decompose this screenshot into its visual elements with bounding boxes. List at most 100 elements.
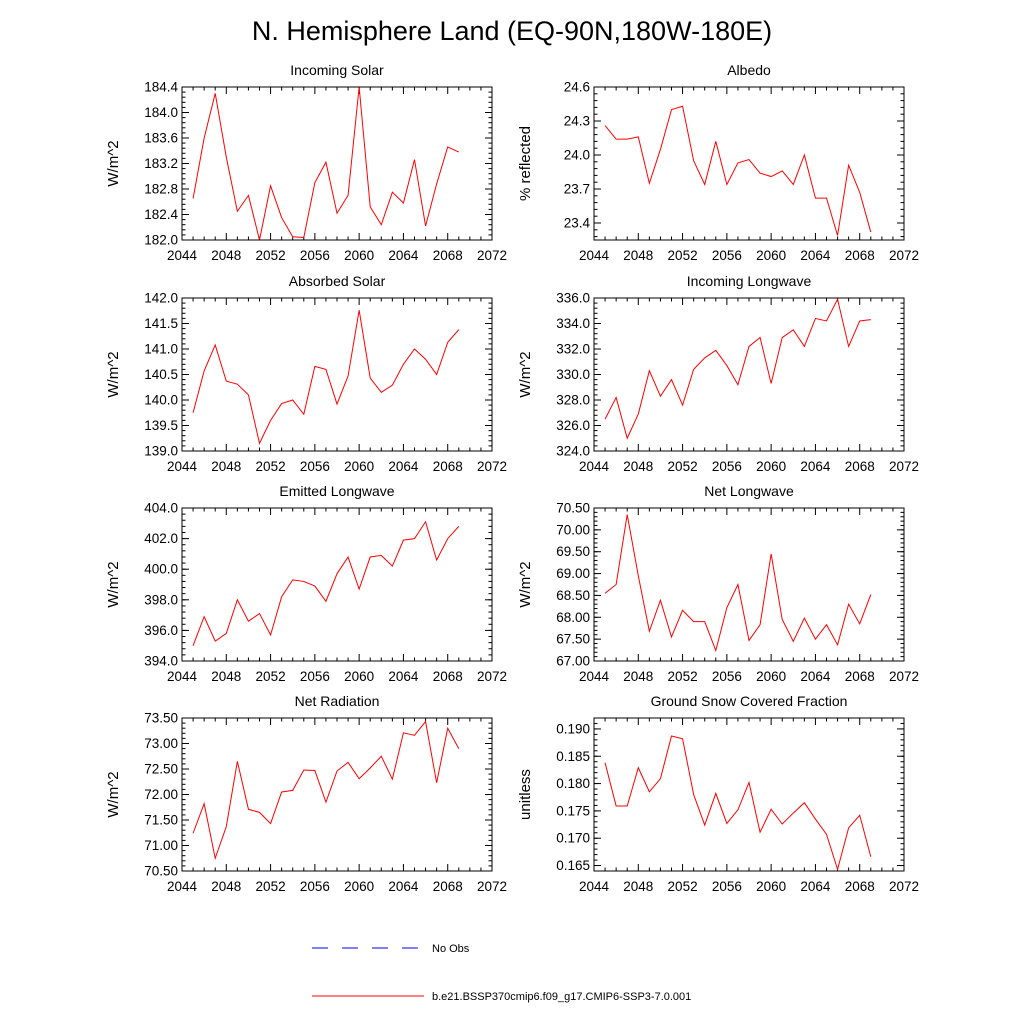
panel-incoming-solar: Incoming Solar W/m^2 2044 2048 2052 2056 2060 2… (105, 62, 507, 263)
albedo-ylabel: % reflected (517, 126, 534, 201)
net-longwave-xtick-label: 2064 (800, 669, 831, 684)
ground-snow-covered-fraction-title: Ground Snow Covered Fraction (651, 693, 848, 709)
emitted-longwave-series-line (192, 520, 460, 646)
net-longwave-plot-frame (593, 507, 905, 662)
incoming-longwave-plot-frame (593, 297, 905, 452)
emitted-longwave-plot-frame (181, 507, 493, 662)
incoming-solar-xtick-label: 2068 (433, 248, 463, 263)
net-longwave-xtick-label: 2072 (889, 669, 919, 684)
absorbed-solar-ytick-label: 140.5 (144, 367, 178, 382)
emitted-longwave-xtick-label: 2060 (344, 669, 374, 684)
ground-snow-covered-fraction-ytick-label: 0.165 (556, 858, 590, 873)
incoming-solar-xtick-label: 2064 (388, 248, 419, 263)
absorbed-solar-xtick-label: 2056 (300, 459, 330, 474)
net-longwave-xtick-label: 2044 (579, 669, 610, 684)
net-radiation-xtick-label: 2044 (167, 879, 198, 894)
albedo-series-line (604, 105, 872, 236)
net-radiation-title: Net Radiation (295, 693, 380, 709)
incoming-solar-plot-frame (181, 86, 493, 241)
incoming-solar-ytick-label: 182.4 (144, 207, 178, 222)
ground-snow-covered-fraction-ytick-label: 0.190 (556, 721, 590, 736)
albedo-plot-frame (593, 86, 905, 241)
emitted-longwave-xtick-label: 2068 (433, 669, 463, 684)
incoming-longwave-xtick-label: 2052 (668, 459, 698, 474)
albedo-xtick-label: 2052 (668, 248, 698, 263)
net-longwave-series-line (604, 514, 872, 653)
incoming-longwave-ytick-label: 332.0 (556, 342, 590, 357)
net-radiation-ytick-label: 71.00 (144, 838, 178, 853)
net-radiation-series-line (192, 720, 460, 861)
absorbed-solar-xtick-label: 2072 (477, 459, 507, 474)
ground-snow-covered-fraction-xtick-label: 2064 (800, 879, 831, 894)
albedo-xtick-label: 2064 (800, 248, 831, 263)
panel-net-longwave: Net Longwave W/m^2 2044 2048 2052 2056 2060 206… (517, 483, 919, 684)
emitted-longwave-xtick-label: 2052 (256, 669, 286, 684)
incoming-solar-xtick-label: 2044 (167, 248, 198, 263)
emitted-longwave-title: Emitted Longwave (279, 483, 394, 499)
panel-emitted-longwave: Emitted Longwave W/m^2 2044 2048 2052 2056 206… (105, 483, 507, 684)
albedo-ytick-label: 23.4 (564, 216, 591, 231)
ground-snow-covered-fraction-ytick-label: 0.170 (556, 831, 590, 846)
absorbed-solar-ytick-label: 139.0 (144, 444, 178, 459)
absorbed-solar-ytick-label: 141.5 (144, 316, 178, 331)
figure-title: N. Hemisphere Land (EQ-90N,180W-180E) (252, 16, 772, 46)
net-radiation-ytick-label: 72.00 (144, 787, 178, 802)
albedo-ytick-label: 24.6 (564, 80, 590, 95)
panel-albedo: Albedo % reflected 2044 2048 2052 2056 2060 206… (517, 62, 919, 263)
incoming-longwave-ylabel: W/m^2 (517, 351, 534, 397)
emitted-longwave-xtick-label: 2072 (477, 669, 507, 684)
incoming-solar-ylabel: W/m^2 (105, 140, 122, 186)
incoming-solar-ytick-label: 183.6 (144, 131, 178, 146)
incoming-longwave-ytick-label: 330.0 (556, 367, 590, 382)
net-longwave-ytick-label: 68.50 (556, 588, 590, 603)
net-longwave-xtick-label: 2068 (845, 669, 875, 684)
ground-snow-covered-fraction-ylabel: unitless (517, 769, 534, 820)
absorbed-solar-xtick-label: 2060 (344, 459, 374, 474)
incoming-solar-ytick-label: 182.8 (144, 182, 178, 197)
emitted-longwave-ytick-label: 398.0 (144, 592, 178, 607)
net-longwave-ytick-label: 70.50 (556, 501, 590, 516)
absorbed-solar-xtick-label: 2068 (433, 459, 463, 474)
incoming-longwave-xtick-label: 2064 (800, 459, 831, 474)
ground-snow-covered-fraction-xtick-label: 2044 (579, 879, 610, 894)
albedo-title: Albedo (727, 62, 771, 78)
ground-snow-covered-fraction-xtick-label: 2072 (889, 879, 919, 894)
absorbed-solar-ytick-label: 142.0 (144, 291, 178, 306)
emitted-longwave-xtick-label: 2044 (167, 669, 198, 684)
emitted-longwave-xtick-label: 2048 (211, 669, 241, 684)
ground-snow-covered-fraction-ytick-label: 0.180 (556, 776, 590, 791)
albedo-xtick-label: 2068 (845, 248, 875, 263)
incoming-solar-xtick-label: 2060 (344, 248, 374, 263)
panel-ground-snow-covered-fraction: Ground Snow Covered Fraction unitless 2044… (517, 693, 919, 894)
incoming-longwave-xtick-label: 2048 (623, 459, 653, 474)
net-radiation-ylabel: W/m^2 (105, 771, 122, 817)
ground-snow-covered-fraction-series-line (604, 735, 872, 872)
albedo-ytick-label: 23.7 (564, 182, 590, 197)
absorbed-solar-ytick-label: 139.5 (144, 418, 178, 433)
albedo-xtick-label: 2060 (756, 248, 786, 263)
net-radiation-ytick-label: 73.00 (144, 736, 178, 751)
absorbed-solar-ytick-label: 140.0 (144, 393, 178, 408)
net-longwave-xtick-label: 2048 (623, 669, 653, 684)
incoming-longwave-series-line (604, 297, 871, 440)
net-longwave-xtick-label: 2060 (756, 669, 786, 684)
incoming-longwave-xtick-label: 2068 (845, 459, 875, 474)
incoming-longwave-ytick-label: 336.0 (556, 291, 590, 306)
net-radiation-xtick-label: 2052 (256, 879, 286, 894)
incoming-solar-title: Incoming Solar (290, 62, 384, 78)
ground-snow-covered-fraction-ytick-label: 0.185 (556, 749, 590, 764)
ground-snow-covered-fraction-xtick-label: 2052 (668, 879, 698, 894)
legend-no-obs-label: No Obs (432, 943, 470, 955)
albedo-xtick-label: 2044 (579, 248, 610, 263)
incoming-longwave-ytick-label: 324.0 (556, 444, 590, 459)
absorbed-solar-ylabel: W/m^2 (105, 351, 122, 397)
panel-absorbed-solar: Absorbed Solar W/m^2 2044 2048 2052 2056 2060 2… (105, 273, 507, 474)
incoming-longwave-ytick-label: 334.0 (556, 316, 590, 331)
net-radiation-xtick-label: 2056 (300, 879, 330, 894)
incoming-longwave-xtick-label: 2072 (889, 459, 919, 474)
net-radiation-xtick-label: 2048 (211, 879, 241, 894)
panel-incoming-longwave: Incoming Longwave W/m^2 2044 2048 2052 2056 20… (517, 273, 919, 474)
net-longwave-ytick-label: 69.50 (556, 544, 590, 559)
absorbed-solar-plot-frame (181, 297, 493, 452)
